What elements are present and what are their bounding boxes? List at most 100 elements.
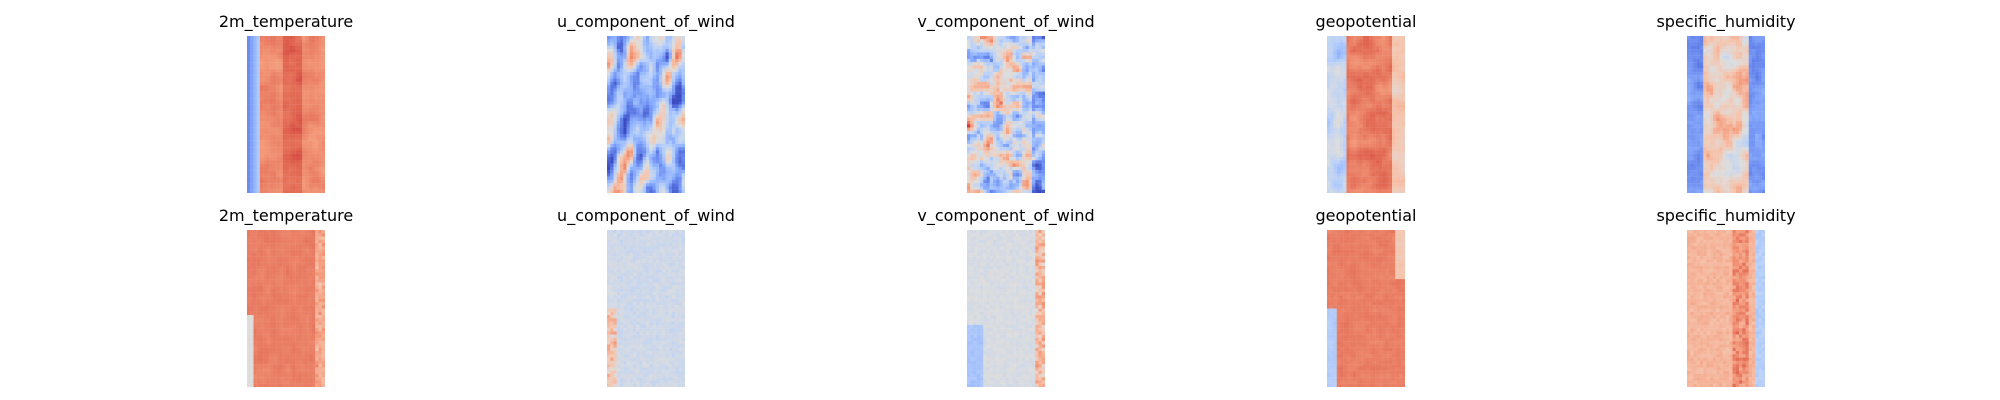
heatmap-cell bbox=[1372, 173, 1376, 177]
heatmap-cell bbox=[266, 62, 270, 66]
heatmap-cell bbox=[1729, 36, 1733, 40]
heatmap-cell bbox=[1330, 124, 1334, 128]
heatmap-cell bbox=[639, 183, 643, 187]
heatmap-cell bbox=[613, 49, 617, 53]
heatmap-cell bbox=[289, 157, 293, 161]
heatmap-cell bbox=[993, 68, 997, 73]
heatmap-cell bbox=[642, 55, 647, 60]
heatmap-cell bbox=[1398, 143, 1402, 148]
heatmap-cell bbox=[1388, 78, 1393, 82]
heatmap-cell bbox=[1758, 49, 1762, 53]
heatmap-cell bbox=[282, 121, 287, 125]
heatmap-cell bbox=[263, 107, 267, 112]
heatmap-cell bbox=[655, 49, 660, 53]
heatmap-cell bbox=[983, 147, 987, 151]
heatmap-cell bbox=[620, 170, 624, 174]
heatmap-cell bbox=[276, 173, 280, 177]
heatmap-cell bbox=[315, 85, 319, 89]
heatmap-cell bbox=[295, 157, 300, 161]
heatmap-cell bbox=[279, 130, 283, 135]
heatmap-cell bbox=[1038, 124, 1042, 128]
heatmap-cell bbox=[295, 88, 300, 92]
heatmap-cell bbox=[1330, 78, 1334, 82]
heatmap-cell bbox=[646, 78, 650, 82]
heatmap-cell bbox=[1009, 140, 1013, 145]
heatmap-cell bbox=[996, 173, 1000, 177]
heatmap-cell bbox=[1388, 104, 1393, 109]
heatmap-cell bbox=[273, 147, 277, 151]
heatmap-cell bbox=[1362, 78, 1367, 82]
heatmap-cell bbox=[672, 42, 676, 46]
heatmap-cell bbox=[1398, 101, 1402, 105]
heatmap-cell bbox=[1401, 65, 1405, 69]
heatmap-cell bbox=[1382, 137, 1386, 141]
heatmap-cell bbox=[668, 45, 673, 50]
heatmap-cell bbox=[308, 134, 313, 138]
heatmap-cell bbox=[678, 173, 682, 177]
heatmap-cell bbox=[273, 163, 277, 167]
heatmap-cell bbox=[633, 52, 637, 56]
heatmap-cell bbox=[1327, 45, 1331, 50]
heatmap-cell bbox=[1748, 75, 1753, 79]
heatmap-cell bbox=[308, 130, 313, 135]
heatmap-cell bbox=[652, 71, 656, 76]
heatmap-cell bbox=[655, 75, 660, 79]
heatmap-cell bbox=[292, 140, 296, 145]
heatmap-cell bbox=[276, 189, 280, 193]
heatmap-cell bbox=[610, 36, 614, 40]
heatmap-cell bbox=[1392, 160, 1396, 164]
heatmap-cell bbox=[646, 94, 650, 99]
heatmap-cell bbox=[665, 85, 669, 89]
heatmap-cell bbox=[613, 130, 617, 135]
heatmap-cell bbox=[610, 81, 614, 86]
heatmap-cell bbox=[672, 98, 676, 102]
heatmap-cell bbox=[1327, 65, 1331, 69]
heatmap-cell bbox=[305, 157, 309, 161]
heatmap-cell bbox=[1343, 107, 1347, 112]
heatmap-cell bbox=[315, 173, 319, 177]
heatmap-cell bbox=[642, 179, 647, 184]
heatmap-cell bbox=[1729, 81, 1733, 86]
heatmap-cell bbox=[321, 68, 325, 73]
heatmap-cell bbox=[266, 166, 270, 171]
heatmap-cell bbox=[1041, 111, 1045, 115]
heatmap-cell bbox=[1735, 78, 1740, 82]
heatmap-cell bbox=[315, 137, 319, 141]
heatmap-cell bbox=[1359, 88, 1363, 92]
heatmap-cell bbox=[1375, 104, 1380, 109]
heatmap-cell bbox=[1392, 179, 1396, 184]
heatmap-cell bbox=[983, 78, 987, 82]
heatmap-cell bbox=[1015, 153, 1020, 158]
heatmap-cell bbox=[1745, 52, 1749, 56]
heatmap-cell bbox=[1032, 55, 1036, 60]
heatmap-cell bbox=[1356, 153, 1360, 158]
heatmap-cell bbox=[1002, 121, 1007, 125]
heatmap-cell bbox=[1340, 114, 1344, 118]
heatmap-cell bbox=[1735, 49, 1740, 53]
heatmap-cell bbox=[1375, 45, 1380, 50]
heatmap-cell bbox=[1002, 71, 1007, 76]
heatmap-cell bbox=[973, 104, 977, 109]
heatmap-cell bbox=[675, 186, 679, 190]
heatmap-cell bbox=[607, 55, 611, 60]
heatmap-cell bbox=[1022, 68, 1026, 73]
heatmap-cell bbox=[276, 71, 280, 76]
heatmap-cell bbox=[1006, 130, 1010, 135]
heatmap-cell bbox=[672, 140, 676, 145]
heatmap-cell bbox=[256, 98, 261, 102]
heatmap-cell bbox=[1385, 140, 1389, 145]
heatmap-cell bbox=[308, 163, 313, 167]
heatmap-cell bbox=[665, 81, 669, 86]
heatmap-cell bbox=[993, 36, 997, 40]
heatmap-cell bbox=[652, 98, 656, 102]
heatmap-cell bbox=[256, 111, 261, 115]
heatmap-cell bbox=[1327, 160, 1331, 164]
heatmap-cell bbox=[626, 127, 630, 132]
heatmap-cell bbox=[1395, 104, 1399, 109]
heatmap-cell bbox=[678, 189, 682, 193]
heatmap-cell bbox=[1019, 58, 1023, 63]
heatmap-cell bbox=[1012, 62, 1016, 66]
heatmap-cell bbox=[1362, 140, 1367, 145]
heatmap-cell bbox=[639, 78, 643, 82]
heatmap-cell bbox=[276, 114, 280, 118]
